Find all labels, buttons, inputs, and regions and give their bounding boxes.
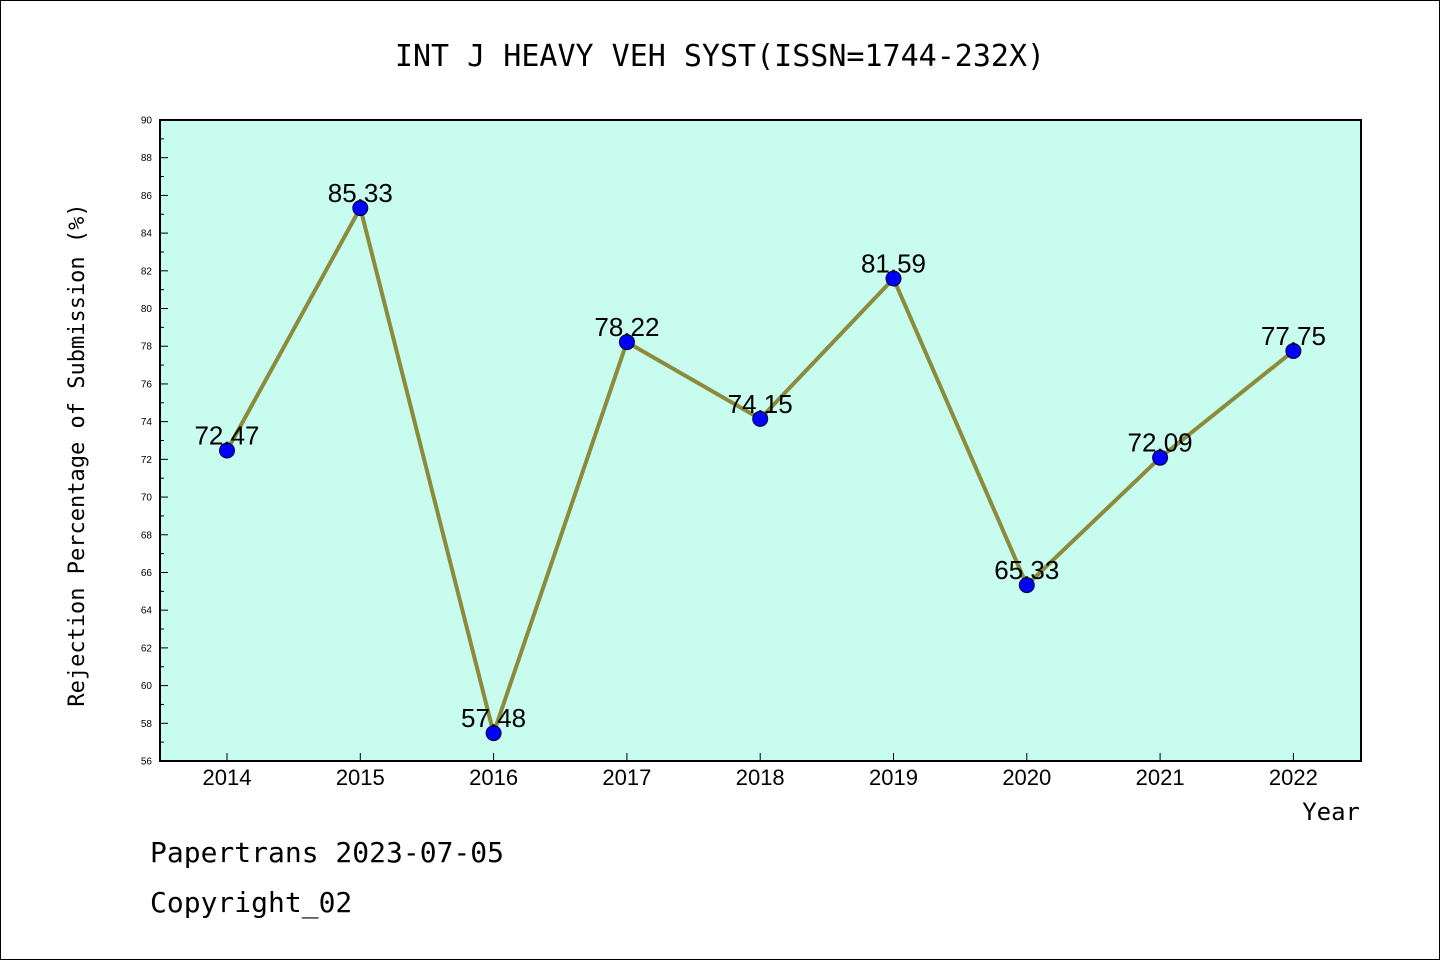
y-tick-label: 66 [141,568,153,579]
data-point [618,334,635,351]
data-label: 72.09 [1128,428,1193,458]
data-label: 65.33 [994,555,1059,585]
data-points-layer [219,200,1302,742]
data-label: 74.15 [728,389,793,419]
y-tick-label: 84 [141,229,153,240]
x-tick-label: 2018 [736,765,785,790]
y-tick-label: 88 [141,153,153,164]
x-tick-label: 2015 [336,765,385,790]
data-point [1152,449,1169,466]
y-tick-label: 70 [141,493,153,504]
footer-publisher-date: Papertrans 2023-07-05 [150,836,505,869]
y-tick-label: 68 [141,530,153,541]
y-tick-label: 74 [141,417,153,428]
x-tick-label: 2016 [469,765,518,790]
data-point [1285,342,1302,359]
y-tick-label: 64 [141,606,153,617]
y-tick-label: 58 [141,719,153,730]
y-tick-label: 76 [141,379,153,390]
data-label: 77.75 [1261,321,1326,351]
x-axis-ticks: 2014 2015 2016 2017 2018 2019 2020 2021 2022 [203,753,1318,790]
x-axis-label: Year [1302,798,1360,826]
footer-copyright: Copyright_02 [150,886,353,919]
y-tick-label: 72 [141,455,153,466]
plot-border [159,119,1362,762]
data-point [752,410,769,427]
chart-title: INT J HEAVY VEH SYST(ISSN=1744-232X) [395,39,1045,74]
x-tick-label: 2019 [869,765,918,790]
data-label: 57.48 [461,703,526,733]
y-tick-label: 82 [141,266,153,277]
x-tick-label: 2021 [1136,765,1185,790]
y-tick-label: 56 [141,757,153,768]
y-axis-label: Rejection Percentage of Submission (%) [65,203,90,706]
y-tick-label: 62 [141,643,153,654]
x-tick-label: 2020 [1002,765,1051,790]
data-point [219,442,235,459]
data-labels-layer: 72.47 85.33 57.48 78.22 74.15 81.59 65.33 72.09… [194,178,1325,733]
data-label: 81.59 [861,249,926,279]
data-label: 72.47 [194,420,259,450]
data-point [485,725,502,742]
x-tick-label: 2014 [203,765,252,790]
y-tick-label: 90 [141,116,153,127]
y-tick-label: 80 [141,304,153,315]
x-tick-label: 2022 [1269,765,1318,790]
data-point [352,200,369,217]
data-label: 85.33 [328,178,393,208]
x-tick-label: 2017 [602,765,651,790]
data-label: 78.22 [594,312,659,342]
plot-area [160,120,1361,761]
data-point [885,270,902,287]
y-tick-label: 60 [141,681,153,692]
data-point [1018,577,1035,594]
y-tick-label: 78 [141,342,153,353]
y-tick-label: 86 [141,191,153,202]
